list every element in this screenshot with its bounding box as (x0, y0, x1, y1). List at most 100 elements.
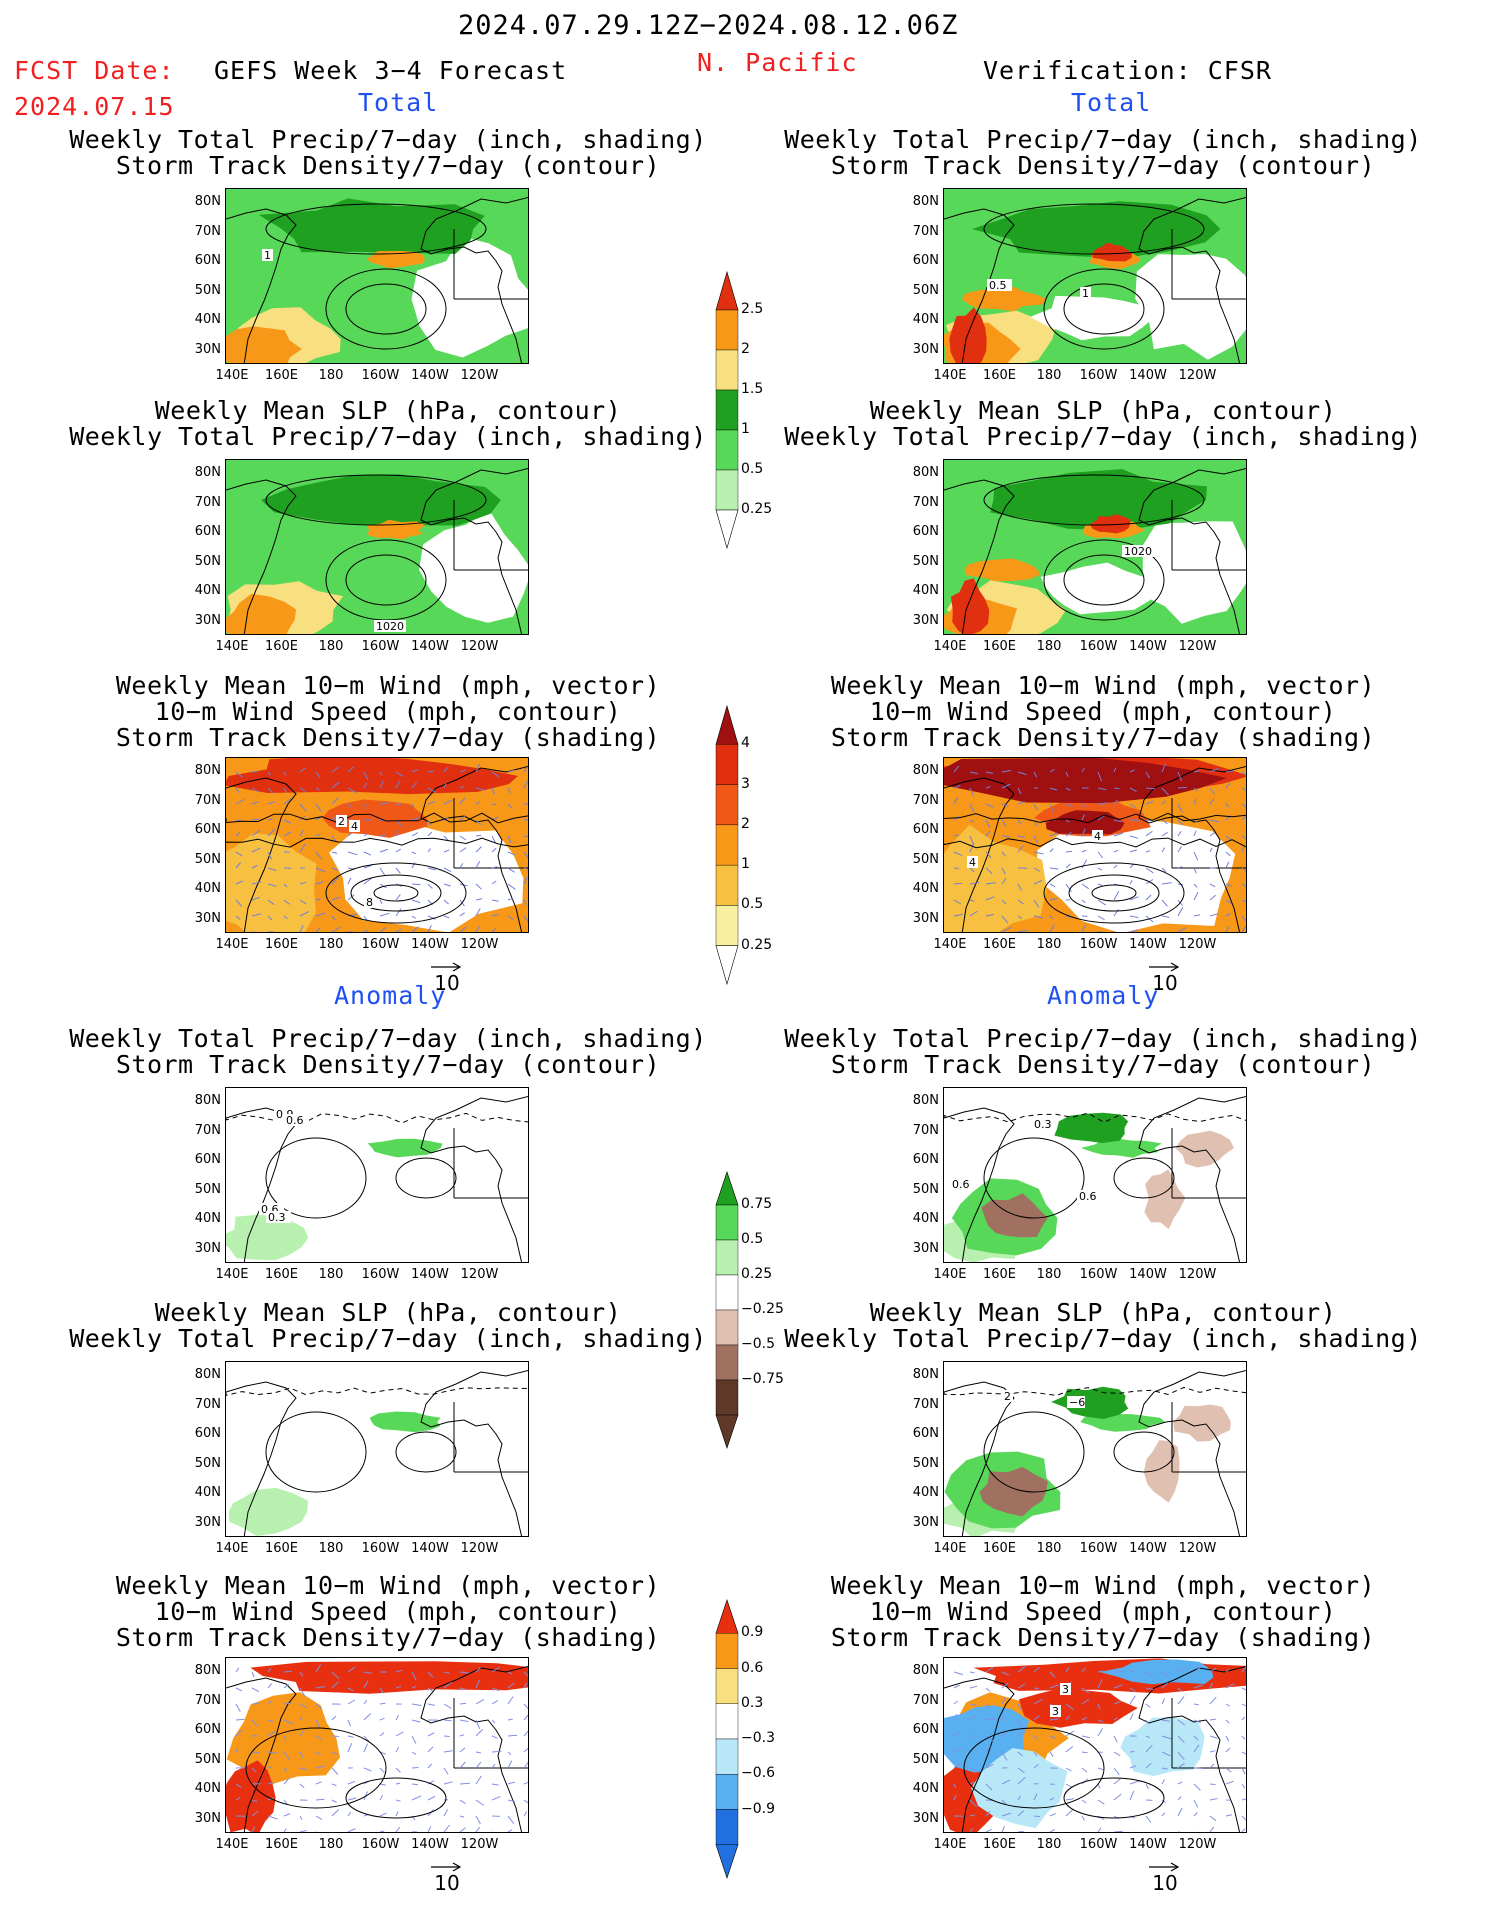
forecast-anomaly-label: Anomaly (334, 981, 447, 1010)
wind-vector (986, 931, 988, 932)
wind-vector (1081, 1815, 1085, 1821)
wind-vector (379, 834, 387, 837)
colorbar-tick-label: 1 (741, 856, 750, 873)
fc-total-precip-title-line: Weekly Total Precip/7−day (inch, shading… (69, 125, 707, 154)
wind-vector (1065, 883, 1072, 893)
lat-tick-label: 40N (194, 881, 221, 896)
shading-region (1051, 1386, 1129, 1419)
wind-vector (953, 834, 959, 837)
shading-region (1175, 1130, 1234, 1168)
wind-vector (299, 1687, 306, 1697)
coastline (944, 1381, 1015, 1536)
colorbar-segment (715, 744, 739, 785)
wind-vector (1193, 891, 1199, 901)
wind-vector (1241, 925, 1246, 932)
wind-vector (1193, 883, 1198, 888)
wind-vector (395, 1685, 402, 1689)
wind-vector (363, 877, 372, 885)
wind-vector (459, 1734, 465, 1737)
colorbar-segment (715, 905, 739, 946)
ob-total-wind-title-line: Storm Track Density/7−day (shading) (830, 723, 1376, 752)
shading-region (950, 578, 990, 634)
wind-vector (1209, 832, 1215, 837)
verify-total-label: Total (1071, 88, 1152, 117)
wind-vector (1209, 913, 1219, 917)
wind-vector (379, 899, 383, 904)
wind-vector (1017, 835, 1026, 838)
wind-vector (1017, 915, 1022, 920)
wind-vector (235, 832, 241, 837)
lat-tick-label: 70N (194, 223, 221, 239)
wind-vector (1017, 819, 1022, 825)
wind-vector (427, 1763, 433, 1769)
coastline (1138, 765, 1246, 932)
wind-vector (347, 1797, 357, 1801)
wind-vector (1065, 850, 1073, 853)
wind-vector (1049, 867, 1059, 870)
wind-vector (1097, 1679, 1103, 1689)
wind-vector (411, 782, 417, 789)
lat-tick-label: 40N (912, 1211, 939, 1226)
wind-vector (1209, 1750, 1216, 1753)
wind-vector (1097, 1767, 1104, 1771)
lat-tick-label: 80N (912, 194, 939, 209)
wind-vector (1113, 1830, 1123, 1832)
wind-vector (251, 913, 262, 917)
contour-line (345, 283, 427, 335)
wind-vector (411, 851, 417, 855)
wind-vector (1129, 769, 1135, 773)
wind-vector (1161, 800, 1166, 805)
contour-line (325, 268, 447, 350)
coastline (453, 1128, 528, 1199)
lon-tick-label: 160W (1079, 368, 1118, 383)
wind-vector (235, 861, 241, 869)
wind-vector (283, 1777, 290, 1785)
wind-vector (379, 927, 387, 932)
colorbar-tick-label: 0.75 (741, 1196, 773, 1212)
wind-vector (1177, 927, 1187, 932)
wind-vector (985, 1828, 992, 1832)
wind-vector (379, 1812, 387, 1817)
colorbar-tick-label: 1 (741, 421, 750, 437)
wind-vector (1177, 1735, 1185, 1744)
lon-tick-label: 140E (933, 937, 967, 952)
wind-vector (299, 1729, 305, 1737)
contour-line (226, 1112, 528, 1124)
wind-vector (331, 1681, 339, 1689)
coastline (1171, 1128, 1246, 1199)
coastline (944, 479, 1015, 634)
reference-vector-label: 10 (1152, 971, 1178, 995)
wind-vector (507, 1671, 513, 1675)
wind-vector (315, 881, 324, 885)
map-canvas: 2 −6 (944, 1362, 1246, 1536)
wind-vector (331, 915, 336, 921)
contour-label-bg (262, 249, 273, 261)
wind-vector (1145, 819, 1151, 822)
colorbar-tick-label: −0.3 (741, 1730, 775, 1746)
wind-vector (251, 770, 258, 773)
wind-vector (507, 1781, 516, 1785)
wind-vector (1033, 1815, 1040, 1818)
wind-vector (379, 1717, 385, 1721)
contour-label-bg (1060, 1683, 1071, 1695)
map-canvas (226, 1658, 528, 1832)
shading-region (1144, 1169, 1186, 1229)
wind-vector (267, 1719, 273, 1723)
wind-vector (491, 899, 499, 902)
colorbar-segment (715, 429, 739, 471)
lat-tick-label: 70N (912, 1122, 939, 1138)
wind-vector (331, 1799, 337, 1803)
wind-vector (1193, 830, 1197, 837)
wind-vector (1081, 1799, 1087, 1804)
wind-vector (315, 833, 321, 837)
wind-vector (1017, 1795, 1022, 1801)
reference-vector-arrow (431, 1862, 462, 1872)
fc-anom-wind-map (225, 1657, 529, 1833)
wind-vector (267, 1815, 278, 1820)
wind-vector (1161, 1719, 1170, 1722)
contour-label: 0.6 (286, 1114, 304, 1127)
wind-vector (524, 1831, 525, 1832)
wind-vector (251, 881, 262, 885)
colorbar-top-triangle (715, 1171, 739, 1206)
